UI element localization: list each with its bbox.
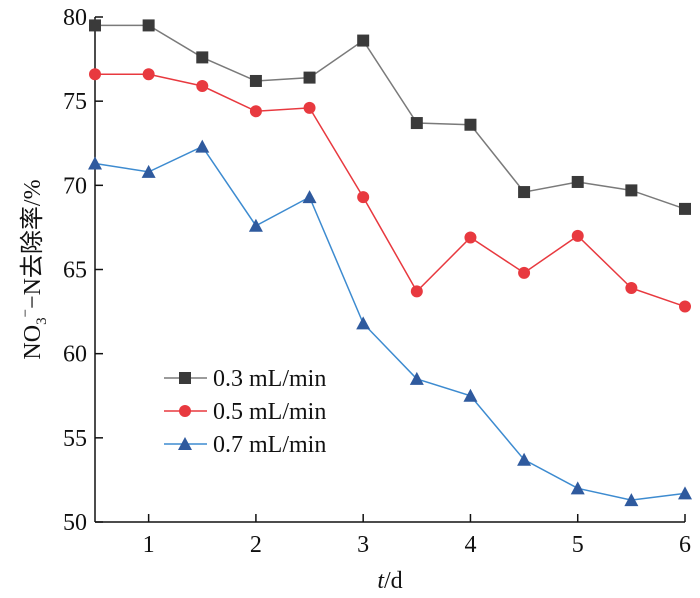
data-point-circle (196, 80, 209, 93)
legend: 0.3 mL/min 0.5 mL/min 0.7 mL/min (164, 366, 326, 458)
legend-item-3: 0.7 mL/min (164, 432, 326, 458)
legend-label: 0.3 mL/min (213, 366, 326, 392)
y-tick-label: 65 (63, 258, 87, 284)
legend-item-2: 0.5 mL/min (164, 399, 326, 425)
data-point-square (89, 19, 101, 32)
data-point-circle (357, 191, 370, 204)
data-point-triangle (463, 388, 478, 402)
y-axis-label-sup: − (18, 309, 34, 317)
data-point-triangle (517, 452, 532, 466)
data-point-square (249, 74, 262, 87)
data-point-circle (89, 68, 101, 81)
data-point-square (625, 184, 638, 197)
x-tick-label: 5 (572, 532, 584, 558)
y-tick-label: 50 (63, 510, 87, 536)
data-point-square (142, 19, 155, 32)
data-point-square (571, 175, 584, 188)
legend-item-1: 0.3 mL/min (164, 366, 326, 392)
data-point-square (357, 34, 370, 47)
x-tick-label: 6 (679, 532, 691, 558)
x-axis-label: t/d (377, 568, 402, 594)
x-axis-label-italic: t (377, 568, 385, 594)
legend-label: 0.7 mL/min (213, 432, 326, 458)
x-tick-label: 4 (464, 532, 476, 558)
series-line (95, 73, 686, 308)
x-tick-label: 2 (250, 532, 262, 558)
y-tick-label: 80 (63, 5, 87, 31)
data-point-triangle (248, 218, 263, 232)
series-line (94, 145, 686, 501)
data-point-circle (464, 231, 477, 244)
data-point-triangle (678, 486, 692, 500)
y-tick-label: 55 (63, 426, 87, 452)
y-tick-label: 75 (63, 89, 87, 115)
data-point-circle (571, 229, 584, 242)
x-axis-label-unit: /d (384, 568, 403, 594)
y-tick-label: 70 (63, 173, 87, 199)
data-point-square (410, 117, 423, 130)
y-axis-label-prefix: NO (20, 325, 46, 360)
data-point-triangle (302, 190, 317, 204)
data-point-circle (518, 266, 531, 279)
axes: 50 55 60 65 70 75 80 1 2 3 4 5 6 (63, 5, 691, 558)
series-line (95, 24, 686, 210)
data-point-circle (679, 300, 691, 313)
data-point-square (303, 71, 316, 84)
data-point-square (464, 118, 477, 131)
data-point-triangle (570, 481, 585, 495)
y-axis-label-suffix: −N去除率/% (19, 179, 46, 309)
x-tick-label: 3 (357, 532, 369, 558)
data-point-triangle (141, 164, 156, 178)
data-point-circle (625, 282, 638, 295)
series-layer (88, 19, 692, 507)
data-point-triangle (195, 139, 210, 153)
data-point-square (196, 51, 209, 64)
data-point-triangle (88, 156, 102, 170)
data-point-triangle (624, 493, 639, 507)
series-2 (89, 68, 691, 313)
series-1 (89, 19, 691, 215)
data-point-triangle (356, 316, 371, 330)
data-point-circle (410, 285, 423, 298)
x-tick-label: 1 (143, 532, 155, 558)
data-point-square (679, 202, 691, 215)
legend-label: 0.5 mL/min (213, 399, 326, 425)
data-point-square (518, 186, 531, 199)
y-axis-label: NO3−−N去除率/% (18, 179, 50, 359)
y-axis-label-sub: 3 (34, 317, 50, 325)
data-point-circle (303, 101, 316, 114)
data-point-triangle (409, 371, 424, 385)
data-point-circle (179, 405, 191, 417)
data-point-circle (142, 68, 155, 81)
data-point-triangle (178, 437, 192, 450)
y-tick-label: 60 (63, 342, 87, 368)
data-point-circle (249, 105, 262, 118)
data-point-square (179, 372, 191, 384)
series-3 (88, 139, 692, 507)
